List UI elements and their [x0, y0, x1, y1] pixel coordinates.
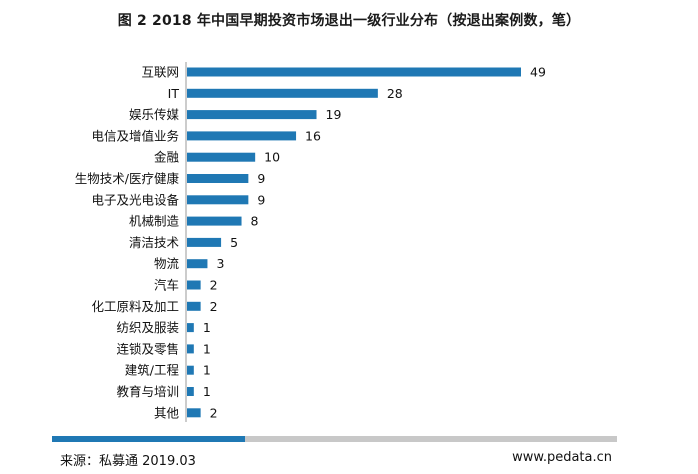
source-note: 来源：私募通 2019.03 [60, 454, 196, 469]
chart-title: 图 2 2018 年中国早期投资市场退出一级行业分布（按退出案例数，笔） [117, 13, 581, 29]
bar-6 [187, 195, 249, 205]
category-label-13: 连锁及零售 [116, 341, 179, 356]
value-label-11: 2 [210, 299, 218, 314]
bar-11 [187, 301, 201, 311]
bar-7 [187, 216, 242, 226]
bar-0 [187, 67, 521, 77]
bar-13 [187, 344, 194, 354]
category-label-3: 电信及增值业务 [91, 128, 179, 143]
value-label-7: 8 [251, 214, 259, 229]
bar-3 [187, 131, 297, 141]
footer-divider-bar [245, 436, 617, 442]
bar-12 [187, 323, 194, 333]
bar-15 [187, 387, 194, 396]
bar-2 [187, 110, 317, 120]
value-label-0: 49 [530, 65, 546, 80]
category-label-7: 机械制造 [129, 214, 180, 229]
category-label-5: 生物技术/医疗健康 [75, 171, 180, 186]
bar-9 [187, 259, 208, 269]
category-label-6: 电子及光电设备 [91, 192, 179, 207]
value-label-16: 2 [210, 405, 218, 420]
bar-14 [187, 365, 194, 375]
value-label-12: 1 [203, 320, 211, 335]
category-label-9: 物流 [154, 256, 180, 271]
value-label-4: 10 [264, 150, 280, 165]
value-label-2: 19 [326, 107, 342, 122]
category-label-15: 教育与培训 [116, 384, 179, 399]
value-label-14: 1 [203, 363, 211, 378]
bar-4 [187, 152, 256, 162]
value-label-8: 5 [230, 235, 238, 250]
value-label-5: 9 [257, 171, 265, 186]
value-label-9: 3 [216, 256, 224, 271]
category-label-0: 互联网 [141, 65, 179, 80]
category-label-2: 娱乐传媒 [129, 107, 180, 122]
value-label-6: 9 [257, 192, 265, 207]
footer-accent-bar [52, 436, 245, 442]
value-label-13: 1 [203, 341, 211, 356]
value-label-10: 2 [210, 278, 218, 293]
value-label-3: 16 [305, 128, 321, 143]
category-label-14: 建筑/工程 [125, 363, 180, 378]
category-label-4: 金融 [154, 150, 180, 165]
category-label-11: 化工原料及加工 [91, 299, 179, 314]
bar-8 [187, 237, 222, 247]
bar-10 [187, 280, 201, 290]
bar-5 [187, 174, 249, 183]
bar-16 [187, 408, 201, 418]
category-label-12: 纺织及服装 [116, 320, 179, 335]
value-label-1: 28 [387, 86, 403, 101]
category-label-1: IT [168, 86, 180, 101]
category-label-16: 其他 [154, 405, 180, 420]
bar-1 [187, 88, 378, 98]
category-label-10: 汽车 [154, 278, 179, 293]
value-label-15: 1 [203, 384, 211, 399]
website-url[interactable]: www.pedata.cn [512, 450, 612, 465]
category-label-8: 清洁技术 [129, 235, 180, 250]
